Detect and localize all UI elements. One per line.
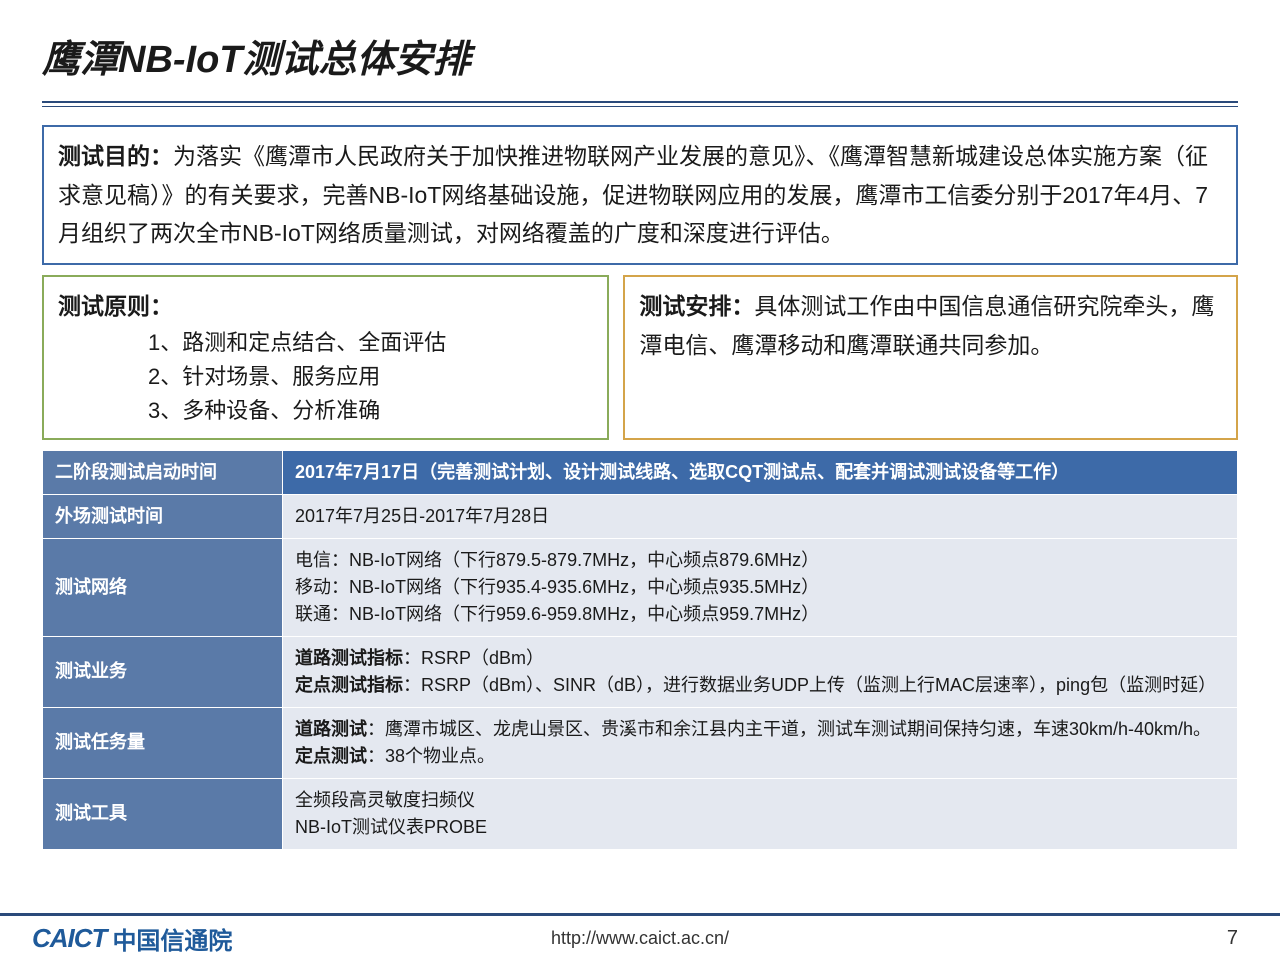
logo: CAICT 中国信通院 — [32, 921, 232, 956]
purpose-label: 测试目的： — [58, 143, 173, 169]
purpose-box: 测试目的：为落实《鹰潭市人民政府关于加快推进物联网产业发展的意见》、《鹰潭智慧新… — [42, 125, 1238, 265]
table-row-label: 外场测试时间 — [43, 494, 283, 538]
table-row-value: 道路测试：鹰潭市城区、龙虎山景区、贵溪市和余江县内主干道，测试车测试期间保持匀速… — [283, 707, 1238, 778]
table-row-label: 测试任务量 — [43, 707, 283, 778]
table-row: 测试网络电信：NB-IoT网络（下行879.5-879.7MHz，中心频点879… — [43, 538, 1238, 636]
table-row: 测试任务量道路测试：鹰潭市城区、龙虎山景区、贵溪市和余江县内主干道，测试车测试期… — [43, 707, 1238, 778]
table-row-value: 2017年7月17日（完善测试计划、设计测试线路、选取CQT测试点、配套并调试测… — [283, 450, 1238, 494]
table-row: 外场测试时间2017年7月25日-2017年7月28日 — [43, 494, 1238, 538]
footer: CAICT 中国信通院 http://www.caict.ac.cn/ 7 — [0, 916, 1280, 960]
schedule-table: 二阶段测试启动时间2017年7月17日（完善测试计划、设计测试线路、选取CQT测… — [42, 450, 1238, 850]
principles-box: 测试原则： 1、路测和定点结合、全面评估 2、针对场景、服务应用 3、多种设备、… — [42, 275, 609, 440]
principles-item: 1、路测和定点结合、全面评估 — [148, 326, 593, 360]
table-row-label: 测试业务 — [43, 636, 283, 707]
page-number: 7 — [1227, 927, 1238, 950]
logo-mark: CAICT — [32, 923, 106, 954]
arrange-box: 测试安排：具体测试工作由中国信息通信研究院牵头，鹰潭电信、鹰潭移动和鹰潭联通共同… — [623, 275, 1238, 440]
table-row-value: 全频段高灵敏度扫频仪NB-IoT测试仪表PROBE — [283, 778, 1238, 849]
principles-item: 2、针对场景、服务应用 — [148, 360, 593, 394]
table-row-label: 测试工具 — [43, 778, 283, 849]
table-row-value: 道路测试指标：RSRP（dBm）定点测试指标：RSRP（dBm）、SINR（dB… — [283, 636, 1238, 707]
logo-cn: 中国信通院 — [112, 921, 232, 956]
table-row: 测试工具全频段高灵敏度扫频仪NB-IoT测试仪表PROBE — [43, 778, 1238, 849]
principles-label: 测试原则： — [58, 287, 593, 326]
table-row-value: 2017年7月25日-2017年7月28日 — [283, 494, 1238, 538]
title-rule-1 — [42, 101, 1238, 103]
arrange-label: 测试安排： — [639, 293, 754, 319]
table-row-label: 二阶段测试启动时间 — [43, 450, 283, 494]
footer-url: http://www.caict.ac.cn/ — [551, 928, 729, 949]
table-row-label: 测试网络 — [43, 538, 283, 636]
purpose-text: 为落实《鹰潭市人民政府关于加快推进物联网产业发展的意见》、《鹰潭智慧新城建设总体… — [58, 143, 1208, 246]
principles-items: 1、路测和定点结合、全面评估 2、针对场景、服务应用 3、多种设备、分析准确 — [58, 326, 593, 428]
two-column-row: 测试原则： 1、路测和定点结合、全面评估 2、针对场景、服务应用 3、多种设备、… — [42, 275, 1238, 440]
table-row-value: 电信：NB-IoT网络（下行879.5-879.7MHz，中心频点879.6MH… — [283, 538, 1238, 636]
principles-item: 3、多种设备、分析准确 — [148, 394, 593, 428]
schedule-table-body: 二阶段测试启动时间2017年7月17日（完善测试计划、设计测试线路、选取CQT测… — [43, 450, 1238, 849]
title-rule-2 — [42, 106, 1238, 107]
page-title: 鹰潭NB-IoT测试总体安排 — [42, 28, 1238, 83]
table-row: 测试业务道路测试指标：RSRP（dBm）定点测试指标：RSRP（dBm）、SIN… — [43, 636, 1238, 707]
table-row: 二阶段测试启动时间2017年7月17日（完善测试计划、设计测试线路、选取CQT测… — [43, 450, 1238, 494]
slide: 鹰潭NB-IoT测试总体安排 测试目的：为落实《鹰潭市人民政府关于加快推进物联网… — [0, 0, 1280, 960]
